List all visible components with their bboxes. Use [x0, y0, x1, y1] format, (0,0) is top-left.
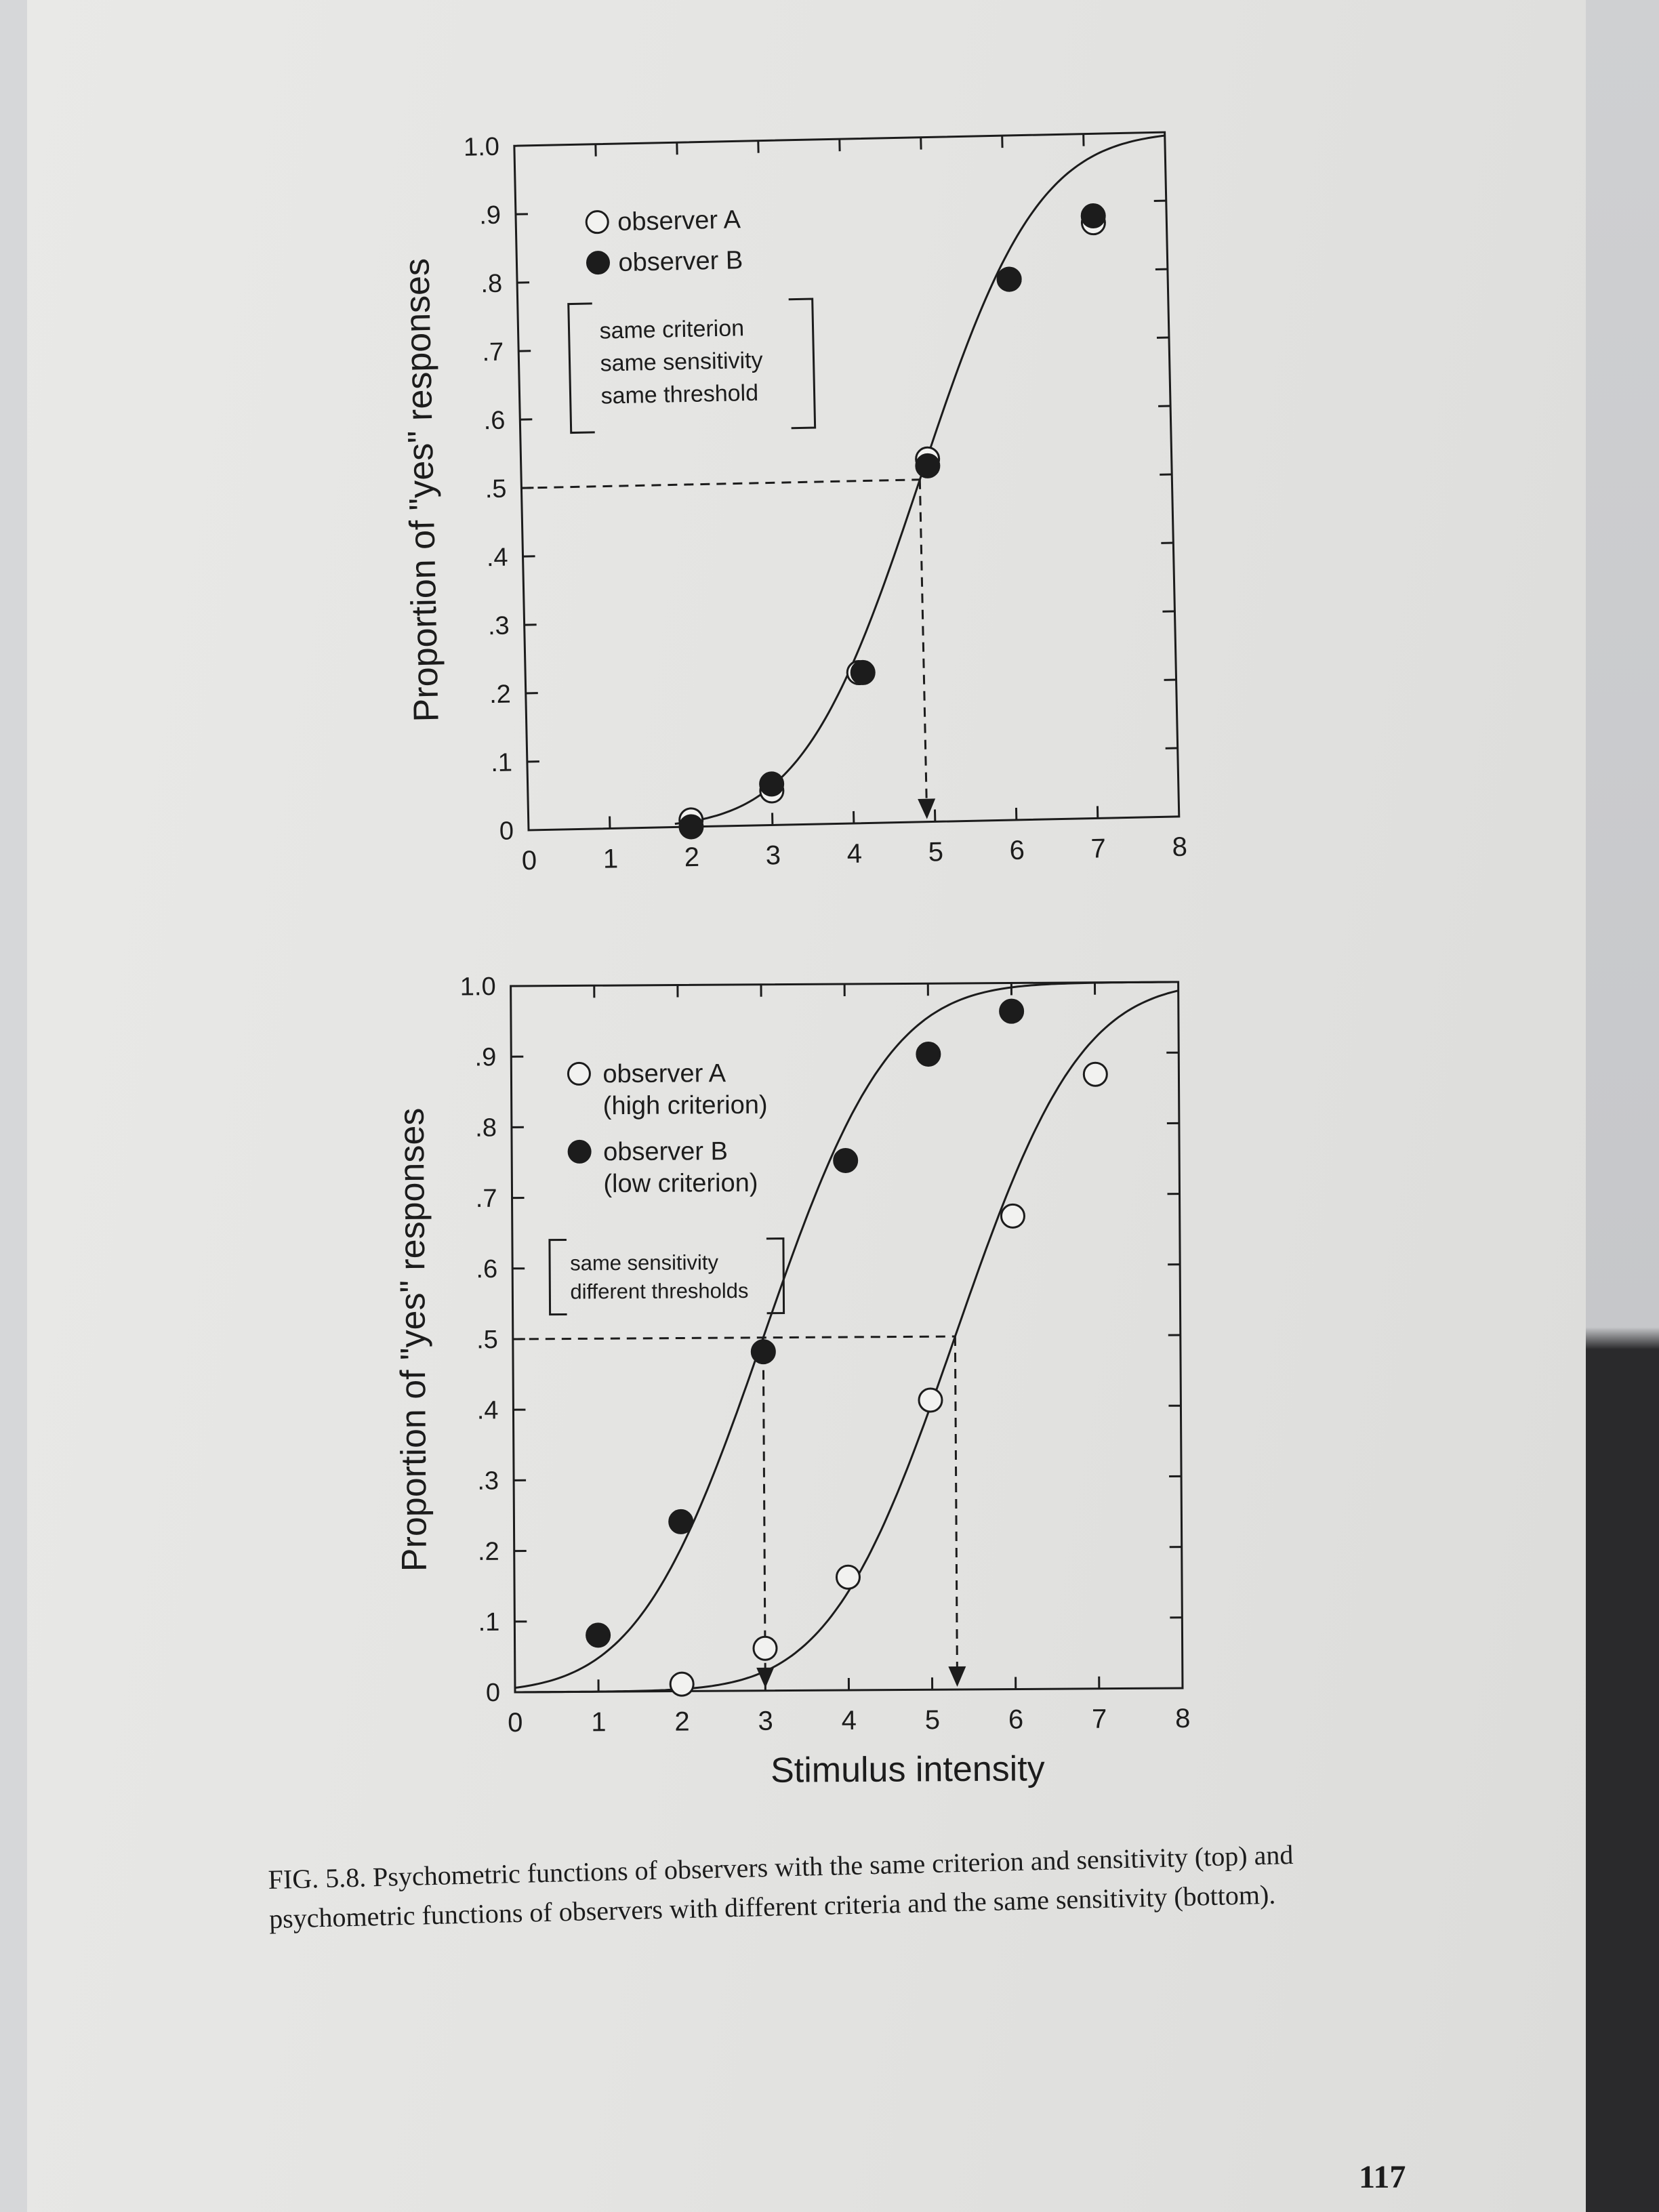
data-point-observer-a: [752, 1635, 778, 1661]
x-tick-label: 7: [1092, 1704, 1107, 1734]
x-tick-label: 3: [758, 1706, 773, 1736]
y-tick-label: .6: [483, 407, 506, 436]
x-tick-label: 1: [602, 844, 618, 874]
x-tick-label: 3: [765, 840, 781, 870]
book-page: [27, 0, 1586, 2212]
threshold-horizontal: [521, 478, 920, 489]
data-point-observer-b: [915, 453, 941, 478]
legend-label: (high criterion): [603, 1091, 768, 1120]
data-point-observer-a: [1000, 1203, 1025, 1229]
y-tick-label: .8: [480, 270, 503, 299]
data-point-observer-b: [850, 659, 876, 685]
data-point-observer-b: [678, 814, 704, 840]
y-tick-label: .2: [489, 680, 512, 710]
y-tick-label: .8: [475, 1114, 497, 1143]
x-tick-label: 6: [1009, 836, 1025, 865]
threshold-vertical: [954, 1336, 958, 1671]
y-tick-label: .2: [478, 1538, 499, 1566]
legend-label: observer B: [603, 1137, 728, 1166]
data-point-observer-b: [586, 1622, 611, 1648]
legend-label: observer B: [618, 246, 743, 277]
data-point-observer-a: [1082, 1061, 1108, 1087]
x-axis-label: Stimulus intensity: [771, 1749, 1045, 1790]
chart-1: 0 .1 .2 .3 .4 .5 .6 .7 .8 .9 1.0 0 1 2 3 4 5 6 7 8 Proportio…: [397, 131, 1187, 876]
data-point-observer-a: [669, 1671, 695, 1697]
y-tick-label: .5: [476, 1326, 498, 1354]
legend-label: observer A: [602, 1059, 726, 1088]
y-axis-label: Proportion of "yes" responses: [397, 258, 446, 722]
x-tick-label: 1: [591, 1707, 607, 1737]
legend-marker-a: [585, 210, 609, 234]
x-tick-label: 5: [928, 837, 943, 867]
y-tick-label: .3: [488, 612, 510, 641]
legend-label: (low criterion): [603, 1169, 758, 1198]
y-tick-label: .7: [476, 1185, 497, 1213]
legend-marker-b: [586, 251, 610, 275]
x-tick-label: 2: [674, 1706, 690, 1736]
chart-2: 0 .1 .2 .3 .4 .5 .6 .7 .8 .9 1.0 0 1 2 3 4 5 6 7 8 Proportio…: [392, 972, 1191, 1790]
data-point-observer-b: [668, 1509, 694, 1534]
y-tick-label: 0: [486, 1679, 500, 1707]
bracket-left: [567, 302, 595, 434]
y-tick-label: .1: [478, 1608, 500, 1637]
x-tick-label: 8: [1172, 832, 1187, 862]
legend-marker-a: [567, 1061, 591, 1086]
y-tick-label: .5: [485, 475, 507, 504]
annotation-text: same threshold: [600, 380, 758, 409]
threshold-vertical: [762, 1337, 766, 1672]
data-point-observer-b: [916, 1041, 941, 1067]
annotation-text: same sensitivity: [570, 1250, 718, 1275]
x-tick-label: 4: [842, 1706, 857, 1736]
psychometric-curve-2: [514, 981, 1179, 1689]
y-tick-label: .6: [476, 1255, 497, 1284]
threshold-arrow: [918, 798, 936, 819]
threshold-horizontal: [512, 1335, 956, 1340]
x-tick-label: 6: [1008, 1704, 1024, 1734]
y-tick-label: .7: [482, 338, 504, 367]
x-tick-label: 7: [1090, 834, 1106, 863]
background-edge: [1586, 0, 1659, 2212]
y-tick-label: 1.0: [464, 133, 500, 162]
y-tick-label: .1: [491, 748, 513, 777]
data-point-observer-b: [996, 266, 1022, 292]
data-point-observer-b: [833, 1148, 859, 1174]
x-tick-label: 0: [521, 846, 537, 876]
legend-label: observer A: [617, 205, 741, 237]
data-point-observer-a: [835, 1564, 861, 1590]
y-tick-label: 1.0: [460, 972, 496, 1001]
data-point-observer-b: [999, 998, 1025, 1024]
y-tick-label: .4: [486, 544, 508, 573]
data-point-observer-b: [759, 771, 785, 797]
annotation-text: different thresholds: [570, 1279, 748, 1304]
bracket-right: [788, 298, 817, 430]
y-tick-label: .9: [474, 1043, 496, 1071]
y-tick-label: .9: [479, 201, 501, 230]
annotation-text: same criterion: [599, 315, 744, 344]
annotation-text: same sensitivity: [600, 348, 763, 377]
y-axis-label: Proportion of "yes" responses: [392, 1108, 434, 1572]
y-tick-label: .3: [477, 1467, 499, 1496]
x-tick-label: 8: [1175, 1704, 1191, 1734]
threshold-arrow: [756, 1667, 775, 1688]
x-tick-label: 4: [846, 839, 862, 869]
data-point-observer-b: [1080, 203, 1106, 229]
page-number: 117: [1359, 2159, 1406, 2195]
y-tick-label: 0: [499, 817, 514, 845]
legend-marker-b: [567, 1139, 592, 1164]
data-point-observer-b: [750, 1339, 776, 1365]
x-tick-label: 2: [684, 842, 699, 872]
data-point-observer-a: [918, 1387, 943, 1413]
psychometric-curve-1: [514, 989, 1179, 1694]
x-tick-label: 0: [508, 1708, 523, 1738]
y-tick-label: .4: [477, 1396, 499, 1425]
bracket-left: [548, 1239, 567, 1316]
x-tick-label: 5: [925, 1705, 941, 1735]
bracket-right: [766, 1237, 785, 1315]
threshold-arrow: [948, 1666, 966, 1687]
threshold-vertical: [918, 479, 928, 803]
